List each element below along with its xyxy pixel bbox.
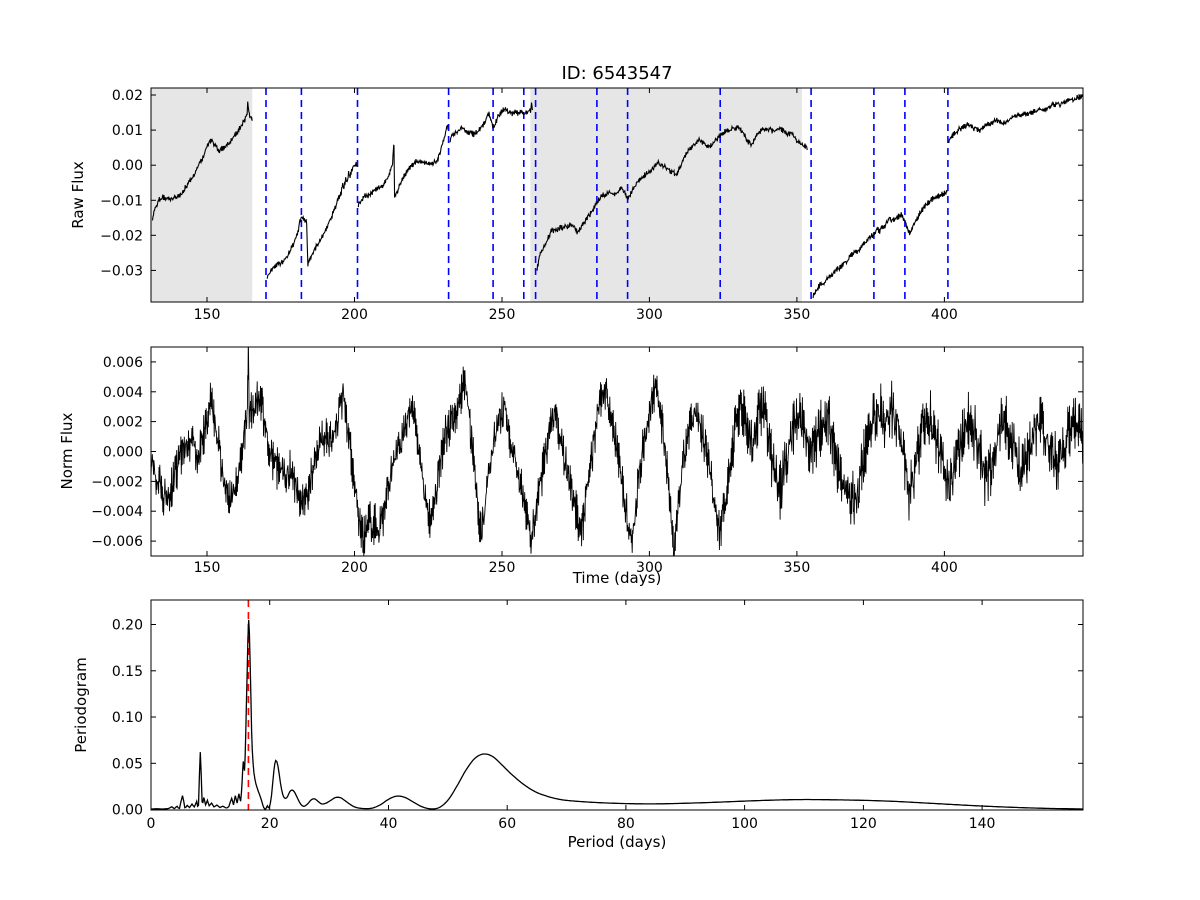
raw-flux-curve [948,94,1083,144]
x-tick-label: 350 [784,307,811,323]
norm-flux-axis-label: Norm Flux [58,412,76,489]
x-tick-label: 300 [636,307,663,323]
y-tick-label: 0.02 [112,88,143,104]
raw-flux-curve [266,161,358,279]
x-tick-label: 100 [731,816,758,832]
periodogram-axis-label: Periodogram [72,657,90,752]
raw-flux-curve [151,101,253,221]
figure-title: ID: 6543547 [561,63,672,84]
x-tick-label: 150 [194,307,221,323]
y-tick-label: 0.004 [103,385,143,401]
x-tick-label: 20 [261,816,279,832]
y-tick-label: 0.15 [112,664,143,680]
axes-frame [150,599,1084,811]
y-tick-label: 0.00 [112,158,143,174]
y-tick-label: 0.01 [112,123,143,139]
y-tick-label: −0.01 [100,193,143,209]
x-tick-label: 60 [498,816,516,832]
x-tick-label: 250 [489,560,516,576]
raw-flux-curve [812,190,948,299]
x-tick-label: 80 [617,816,635,832]
y-tick-label: 0.20 [112,618,143,634]
y-tick-label: −0.02 [100,228,143,244]
y-tick-label: −0.004 [91,504,143,520]
x-tick-label: 250 [489,307,516,323]
raw-flux-curve [357,124,449,208]
time-axis-label: Time (days) [572,569,662,587]
y-tick-label: −0.006 [91,534,143,550]
raw-flux-panel: 150 200 250 300 350 400 0.02 0.01 0.00 −0.01 −0.02… [100,87,1084,323]
highlight-span [151,88,253,302]
x-tick-label: 200 [341,560,368,576]
y-tick-label: 0.05 [112,756,143,772]
raw-flux-curve [449,102,533,143]
highlight-span [530,88,802,302]
x-tick-label: 150 [194,560,221,576]
x-tick-label: 0 [147,816,156,832]
y-tick-label: 0.002 [103,415,143,431]
y-tick-label: 0.000 [103,445,143,461]
x-tick-label: 400 [931,307,958,323]
x-tick-label: 140 [969,816,996,832]
norm-flux-curve [151,347,1083,556]
x-tick-label: 120 [850,816,877,832]
raw-flux-axis-label: Raw Flux [69,161,87,229]
y-tick-label: −0.002 [91,474,143,490]
periodogram-panel: 0 20 40 60 80 100 120 140 0.20 0.15 0.10 0.05 0.00 [112,599,1084,832]
x-tick-label: 300 [636,560,663,576]
y-tick-label: 0.00 [112,803,143,819]
norm-flux-panel: 150 200 250 300 350 400 0.006 0.004 0.002 0.000 −0… [91,346,1084,576]
periodogram-curve [151,619,1083,810]
x-tick-label: 40 [380,816,398,832]
y-tick-label: 0.10 [112,710,143,726]
raw-flux-curve [536,124,808,271]
axes-frame [150,87,1084,303]
period-axis-label: Period (days) [568,833,667,851]
x-tick-label: 350 [784,560,811,576]
y-tick-label: −0.03 [100,263,143,279]
y-tick-label: 0.006 [103,355,143,371]
x-tick-label: 200 [341,307,368,323]
x-tick-label: 400 [931,560,958,576]
